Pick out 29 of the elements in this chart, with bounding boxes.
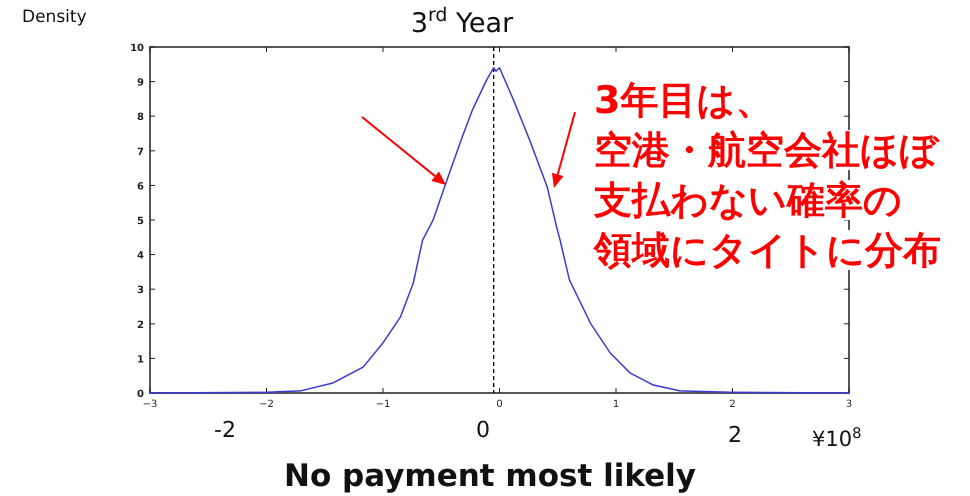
y-tick-label: 8 [137, 112, 144, 124]
x-tick-label: 0 [496, 399, 503, 410]
y-tick-label: 2 [137, 320, 144, 331]
y-tick-label: 0 [137, 389, 144, 400]
x-tick-label: −1 [376, 399, 390, 410]
annotation: 3年目は、 [594, 78, 774, 122]
annotation: 領域にタイトに分布 [592, 228, 941, 272]
x-tick-label: 2 [729, 399, 736, 410]
text: 2 [728, 423, 742, 448]
text: 0 [476, 418, 490, 443]
y-axis-title: Density [22, 7, 87, 27]
x-tick-label: −3 [142, 399, 158, 410]
annotation: 支払わない確率の [593, 178, 902, 222]
y-tick-label: 1 [137, 354, 144, 366]
x-tick-label: 3 [846, 399, 852, 410]
x-tick-label: −2 [259, 399, 274, 410]
annotation: 空港・航空会社ほぼ [594, 128, 940, 172]
y-tick-label: 7 [137, 146, 144, 158]
y-tick-label: 9 [137, 78, 144, 89]
y-tick-label: 5 [137, 216, 144, 227]
x-axis-title: ¥10$^{8}$ [812, 424, 862, 451]
y-tick-label: 10 [130, 43, 144, 54]
x-tick-label: 1 [612, 399, 620, 410]
y-tick-label: 3 [137, 285, 144, 296]
y-tick-label: 4 [137, 250, 144, 262]
y-tick-label: 6 [137, 181, 144, 192]
text: -2 [214, 418, 236, 443]
text: No payment most likely [284, 458, 696, 494]
chart-title: 3$^{rd}$ Year [410, 4, 514, 39]
